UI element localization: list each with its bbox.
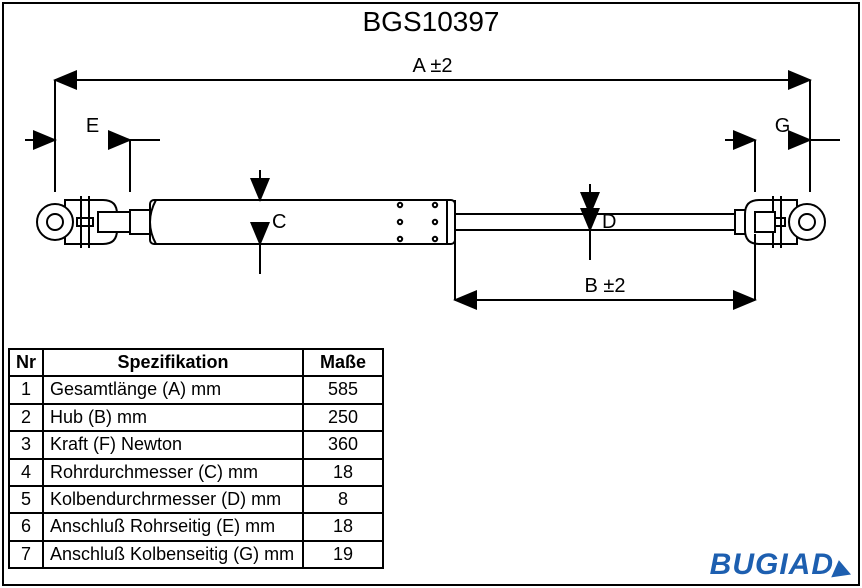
table-row: 3Kraft (F) Newton360 (9, 431, 383, 458)
svg-text:C: C (272, 211, 286, 233)
cell-nr: 4 (9, 459, 43, 486)
specification-table: Nr Spezifikation Maße 1Gesamtlänge (A) m… (8, 348, 384, 569)
cell-nr: 1 (9, 376, 43, 403)
brand-logo: BUGIAD (710, 548, 850, 582)
cell-mass: 8 (303, 486, 383, 513)
brand-text: BUGIAD (710, 548, 834, 581)
cell-spec: Hub (B) mm (43, 404, 303, 431)
brand-triangle-icon (829, 559, 851, 578)
table-row: 6Anschluß Rohrseitig (E) mm18 (9, 513, 383, 540)
svg-text:A ±2: A ±2 (413, 55, 453, 77)
table-row: 5Kolbendurchrmesser (D) mm8 (9, 486, 383, 513)
cell-spec: Kolbendurchrmesser (D) mm (43, 486, 303, 513)
table-row: 4Rohrdurchmesser (C) mm18 (9, 459, 383, 486)
cell-spec: Anschluß Rohrseitig (E) mm (43, 513, 303, 540)
cell-nr: 5 (9, 486, 43, 513)
svg-text:D: D (602, 211, 616, 233)
cell-spec: Kraft (F) Newton (43, 431, 303, 458)
cell-mass: 585 (303, 376, 383, 403)
cell-nr: 3 (9, 431, 43, 458)
cell-mass: 360 (303, 431, 383, 458)
svg-text:G: G (775, 115, 791, 137)
table-header-row: Nr Spezifikation Maße (9, 349, 383, 376)
table-row: 2Hub (B) mm250 (9, 404, 383, 431)
header-spec: Spezifikation (43, 349, 303, 376)
cell-mass: 18 (303, 459, 383, 486)
cell-mass: 250 (303, 404, 383, 431)
svg-text:B ±2: B ±2 (585, 275, 626, 297)
header-nr: Nr (9, 349, 43, 376)
cell-spec: Rohrdurchmesser (C) mm (43, 459, 303, 486)
table-row: 7Anschluß Kolbenseitig (G) mm19 (9, 541, 383, 568)
cell-nr: 6 (9, 513, 43, 540)
cell-nr: 2 (9, 404, 43, 431)
cell-mass: 19 (303, 541, 383, 568)
table-row: 1Gesamtlänge (A) mm585 (9, 376, 383, 403)
cell-spec: Anschluß Kolbenseitig (G) mm (43, 541, 303, 568)
header-mass: Maße (303, 349, 383, 376)
cell-nr: 7 (9, 541, 43, 568)
cell-spec: Gesamtlänge (A) mm (43, 376, 303, 403)
cell-mass: 18 (303, 513, 383, 540)
svg-text:E: E (86, 115, 99, 137)
